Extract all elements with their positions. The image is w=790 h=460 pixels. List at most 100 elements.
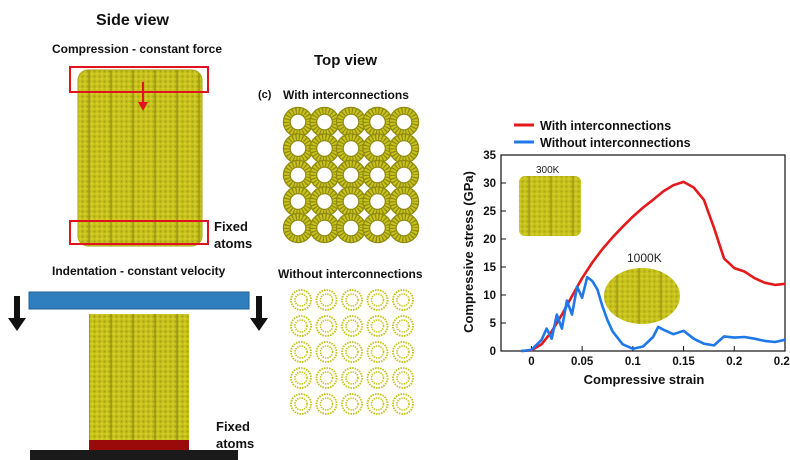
ring-without-1 — [290, 289, 312, 311]
inset-300k-structure — [519, 176, 581, 236]
ring-without-8 — [341, 315, 363, 337]
ring-grid-without-interconnections — [290, 289, 414, 415]
ring-with-11 — [282, 159, 314, 191]
top-boundary-box — [69, 66, 209, 93]
y-axis-ticks: 0 5 10 15 20 25 30 35 — [483, 150, 506, 358]
top-view-title: Top view — [314, 52, 378, 69]
ring-with-2 — [309, 106, 340, 138]
compression-label: Compression - constant force — [52, 42, 223, 56]
ring-without-25 — [392, 393, 414, 415]
ring-with-24 — [362, 212, 393, 244]
y-tick-label: 5 — [490, 318, 497, 330]
with-interconnections-label: With interconnections — [283, 88, 409, 102]
x-tick-label: 0.25 — [774, 356, 790, 368]
ring-with-6 — [282, 133, 314, 164]
side-view-title: Side view — [96, 12, 169, 29]
x-tick-label: 0.2 — [726, 356, 742, 368]
ring-without-21 — [290, 393, 312, 415]
ring-without-6 — [290, 315, 312, 337]
legend: With interconnections Without interconne… — [514, 119, 691, 150]
ring-with-21 — [282, 212, 314, 244]
ring-without-5 — [392, 289, 414, 311]
plot-frame — [500, 154, 786, 352]
x-tick-label: 0.1 — [625, 356, 642, 368]
y-tick-label: 30 — [483, 178, 496, 190]
ring-without-12 — [315, 341, 338, 363]
inset-label-1000k: 1000K — [627, 251, 662, 265]
ring-with-12 — [309, 159, 340, 191]
right-velocity-arrow — [250, 296, 268, 331]
ring-with-17 — [309, 186, 340, 217]
ring-with-4 — [362, 106, 393, 138]
ring-with-22 — [309, 212, 340, 244]
without-interconnections-label: Without interconnections — [278, 267, 423, 281]
ring-with-1 — [282, 106, 314, 138]
ring-without-10 — [392, 315, 414, 337]
ring-with-23 — [335, 212, 367, 244]
inset-label-300k: 300K — [536, 165, 560, 176]
ring-with-20 — [388, 186, 420, 217]
ring-without-20 — [392, 367, 414, 389]
ring-without-4 — [366, 289, 389, 311]
ring-with-9 — [362, 133, 393, 164]
series-without-interconnections-line — [521, 275, 786, 353]
ring-grid-with-interconnections — [282, 106, 420, 244]
fixed-atoms-top-label: Fixed atoms — [214, 219, 253, 251]
y-tick-label: 10 — [483, 290, 496, 302]
ring-without-24 — [366, 393, 389, 415]
fixed-atoms-layer — [89, 440, 189, 450]
ring-with-18 — [335, 186, 367, 217]
ring-without-2 — [315, 289, 338, 311]
y-tick-label: 35 — [483, 150, 496, 162]
ring-with-25 — [388, 212, 420, 244]
ring-without-22 — [315, 393, 338, 415]
fixed-atoms-bottom-label: Fixed atoms — [216, 419, 255, 451]
x-tick-label: 0 — [528, 356, 534, 368]
ring-with-10 — [388, 133, 420, 164]
indentation-label: Indentation - constant velocity — [52, 264, 226, 278]
x-tick-label: 0.15 — [672, 356, 695, 368]
ring-with-19 — [362, 186, 393, 217]
compression-sample — [77, 69, 203, 247]
ring-with-16 — [282, 186, 314, 217]
y-tick-label: 20 — [483, 234, 496, 246]
ring-with-14 — [362, 159, 393, 191]
series-layer — [521, 180, 786, 353]
ring-without-7 — [315, 315, 338, 337]
ring-without-15 — [392, 341, 414, 363]
indentation-sample — [89, 314, 189, 444]
ring-without-19 — [366, 367, 389, 389]
x-axis-ticks: 0 0.05 0.1 0.15 0.2 0.25 — [528, 346, 790, 368]
indenter-plate — [28, 291, 250, 310]
stress-strain-chart: 0 5 10 15 20 25 30 35 0 0.05 0.1 0.15 0.2 0.25 With … — [461, 119, 790, 387]
fixed-boundary-box — [69, 220, 209, 245]
ring-without-17 — [315, 367, 338, 389]
y-tick-label: 0 — [490, 346, 496, 358]
y-tick-label: 25 — [483, 206, 496, 218]
legend-label-without: Without interconnections — [540, 136, 691, 150]
ring-without-3 — [341, 289, 363, 311]
base-plate — [30, 450, 238, 460]
ring-with-7 — [309, 133, 340, 164]
ring-without-11 — [290, 341, 312, 363]
legend-label-with: With interconnections — [540, 119, 671, 133]
x-tick-label: 0.05 — [571, 356, 594, 368]
ring-without-23 — [341, 393, 363, 415]
ring-without-9 — [366, 315, 389, 337]
y-tick-label: 15 — [483, 262, 496, 274]
ring-with-15 — [388, 159, 420, 191]
ring-with-5 — [388, 106, 420, 138]
inset-1000k-structure — [604, 268, 680, 324]
left-velocity-arrow — [8, 296, 26, 331]
panel-letter: (c) — [258, 89, 272, 101]
ring-without-18 — [341, 367, 363, 389]
ring-without-16 — [290, 367, 312, 389]
y-axis-label: Compressive stress (GPa) — [461, 171, 476, 333]
x-axis-label: Compressive strain — [584, 372, 705, 387]
ring-with-13 — [335, 159, 367, 191]
ring-without-13 — [341, 341, 363, 363]
force-arrow — [138, 82, 148, 111]
ring-without-14 — [366, 341, 389, 363]
ring-with-8 — [335, 133, 367, 164]
